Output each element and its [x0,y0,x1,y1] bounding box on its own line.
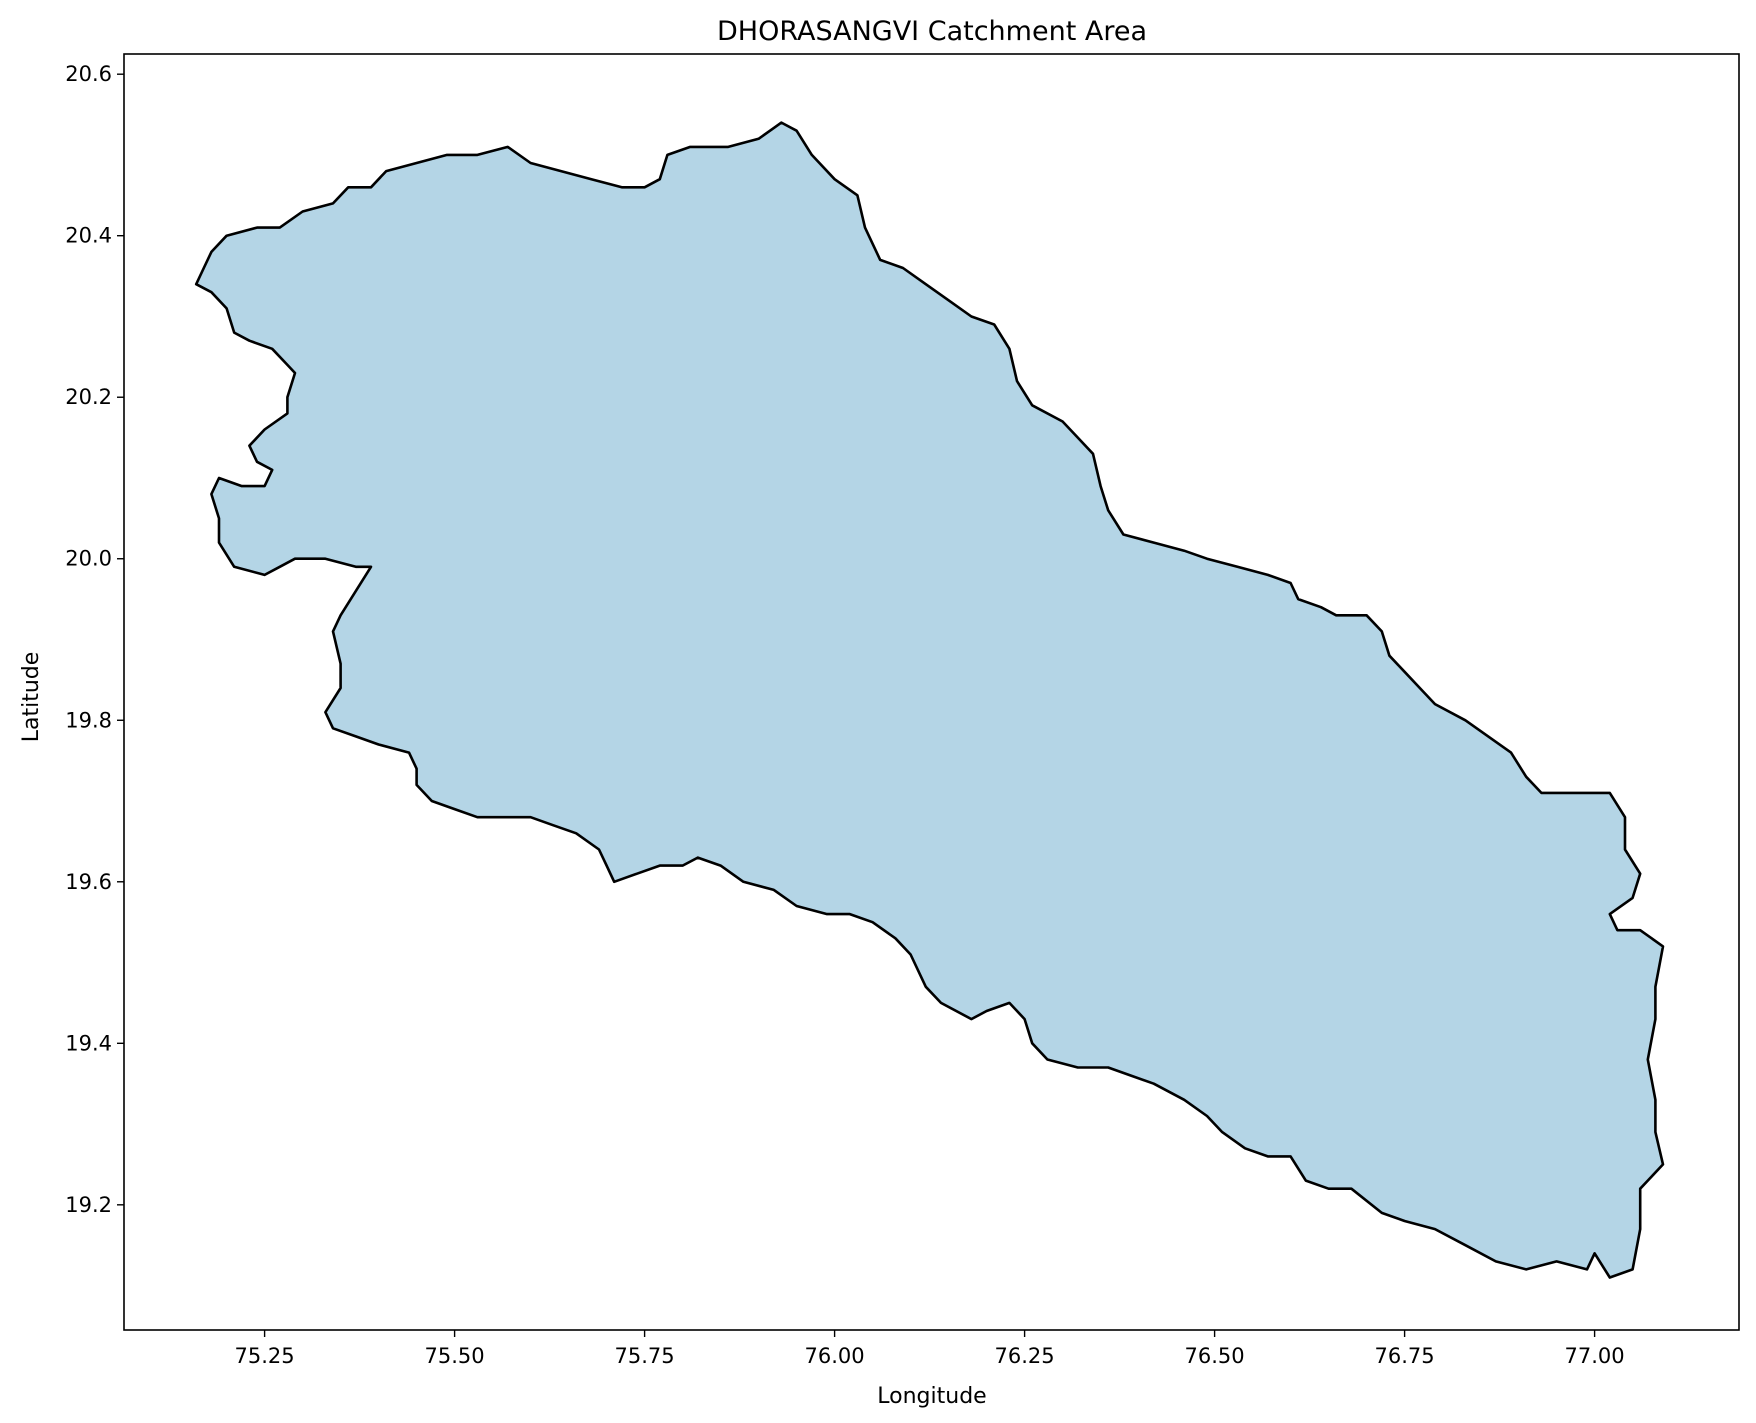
x-axis-label: Longitude [877,1384,986,1409]
y-tick-label: 20.6 [65,62,112,86]
x-tick-label: 76.00 [805,1344,865,1368]
catchment-polygon [194,121,1665,1279]
x-tick-label: 76.50 [1185,1344,1245,1368]
plot-frame [123,53,1740,1331]
y-tick-label: 20.4 [65,224,112,248]
x-tick-label: 76.75 [1375,1344,1435,1368]
plot-area [194,121,1665,1279]
x-tick-label: 75.50 [425,1344,485,1368]
y-tick-label: 19.4 [65,1031,112,1055]
y-tick-label: 19.8 [65,708,112,732]
y-tick-label: 20.2 [65,385,112,409]
y-tick-label: 20.0 [65,547,112,571]
x-tick-label: 76.25 [995,1344,1055,1368]
chart-title: DHORASANGVI Catchment Area [717,16,1147,47]
x-tick-label: 75.75 [615,1344,675,1368]
y-axis-label: Latitude [19,652,44,743]
x-tick-label: 75.25 [235,1344,295,1368]
y-tick-label: 19.2 [65,1193,112,1217]
y-tick-label: 19.6 [65,870,112,894]
y-axis-ticks: 19.2 19.4 19.6 19.8 20.0 20.2 20.4 20.6 [65,62,124,1217]
x-axis-ticks: 75.25 75.50 75.75 76.00 76.25 76.50 76.75 77.00 [235,1330,1625,1368]
x-tick-label: 77.00 [1565,1344,1625,1368]
